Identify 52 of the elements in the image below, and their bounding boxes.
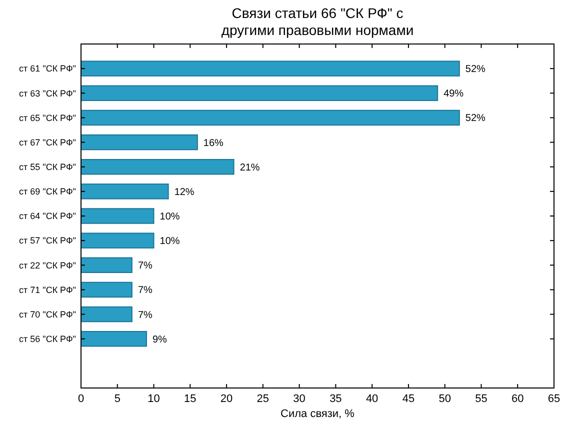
x-tick-label: 0 xyxy=(78,393,84,405)
bar xyxy=(80,158,234,175)
bar xyxy=(80,184,169,200)
y-tick-label: ст 64 "СК РФ" xyxy=(18,211,76,222)
x-tick-label: 60 xyxy=(511,393,524,405)
x-tick-label: 5 xyxy=(114,393,120,405)
data-label: 52% xyxy=(465,64,486,76)
data-label: 16% xyxy=(203,138,224,149)
x-tick-label: 65 xyxy=(548,393,560,405)
y-tick-label: ст 56 "СК РФ" xyxy=(18,334,76,344)
y-tick-label: ст 57 "СК РФ" xyxy=(18,236,76,246)
x-tick-label: 30 xyxy=(293,393,306,405)
y-tick-label: ст 71 "СК РФ" xyxy=(18,284,76,295)
x-tick-label: 45 xyxy=(402,393,415,405)
data-label: 10% xyxy=(160,212,180,222)
x-tick-label: 50 xyxy=(438,393,451,405)
y-tick-label: ст 22 "СК РФ" xyxy=(18,260,76,270)
x-tick-label: 35 xyxy=(330,393,342,405)
x-axis-title: Сила связи, % xyxy=(280,408,355,420)
bar xyxy=(80,306,132,322)
bar xyxy=(80,257,132,274)
data-label: 7% xyxy=(138,310,152,321)
data-label: 9% xyxy=(152,334,168,346)
x-tick-label: 40 xyxy=(366,393,378,405)
data-label: 7% xyxy=(138,260,152,272)
y-tick-label: ст 55 "СК РФ" xyxy=(18,162,76,172)
data-label: 12% xyxy=(174,186,194,198)
bar xyxy=(80,208,154,224)
data-label: 10% xyxy=(160,236,180,248)
data-label: 21% xyxy=(240,162,260,174)
data-label: 52% xyxy=(465,113,486,124)
bar xyxy=(80,282,132,298)
y-tick-label: ст 67 "СК РФ" xyxy=(18,137,76,148)
bar xyxy=(80,110,460,126)
chart-title: Связи статьи 66 "СК РФ" с другими правовыми нормами xyxy=(221,5,414,38)
y-tick-label: ст 61 "СК РФ" xyxy=(18,64,76,74)
bar xyxy=(80,134,198,150)
bar xyxy=(80,85,438,102)
x-tick-label: 15 xyxy=(184,393,196,405)
x-tick-label: 25 xyxy=(256,393,270,405)
bar xyxy=(80,330,147,347)
bar xyxy=(80,232,154,248)
data-label: 49% xyxy=(444,88,464,100)
y-tick-label: ст 69 "СК РФ" xyxy=(18,186,76,197)
x-tick-label: 20 xyxy=(220,393,233,405)
data-label: 7% xyxy=(138,285,152,296)
x-tick-label: 10 xyxy=(148,393,160,405)
y-tick-label: ст 70 "СК РФ" xyxy=(18,309,76,320)
bar xyxy=(80,60,460,76)
x-tick-label: 55 xyxy=(475,393,488,405)
y-tick-label: ст 63 "СК РФ" xyxy=(18,88,76,98)
y-tick-label: ст 65 "СК РФ" xyxy=(18,112,76,123)
